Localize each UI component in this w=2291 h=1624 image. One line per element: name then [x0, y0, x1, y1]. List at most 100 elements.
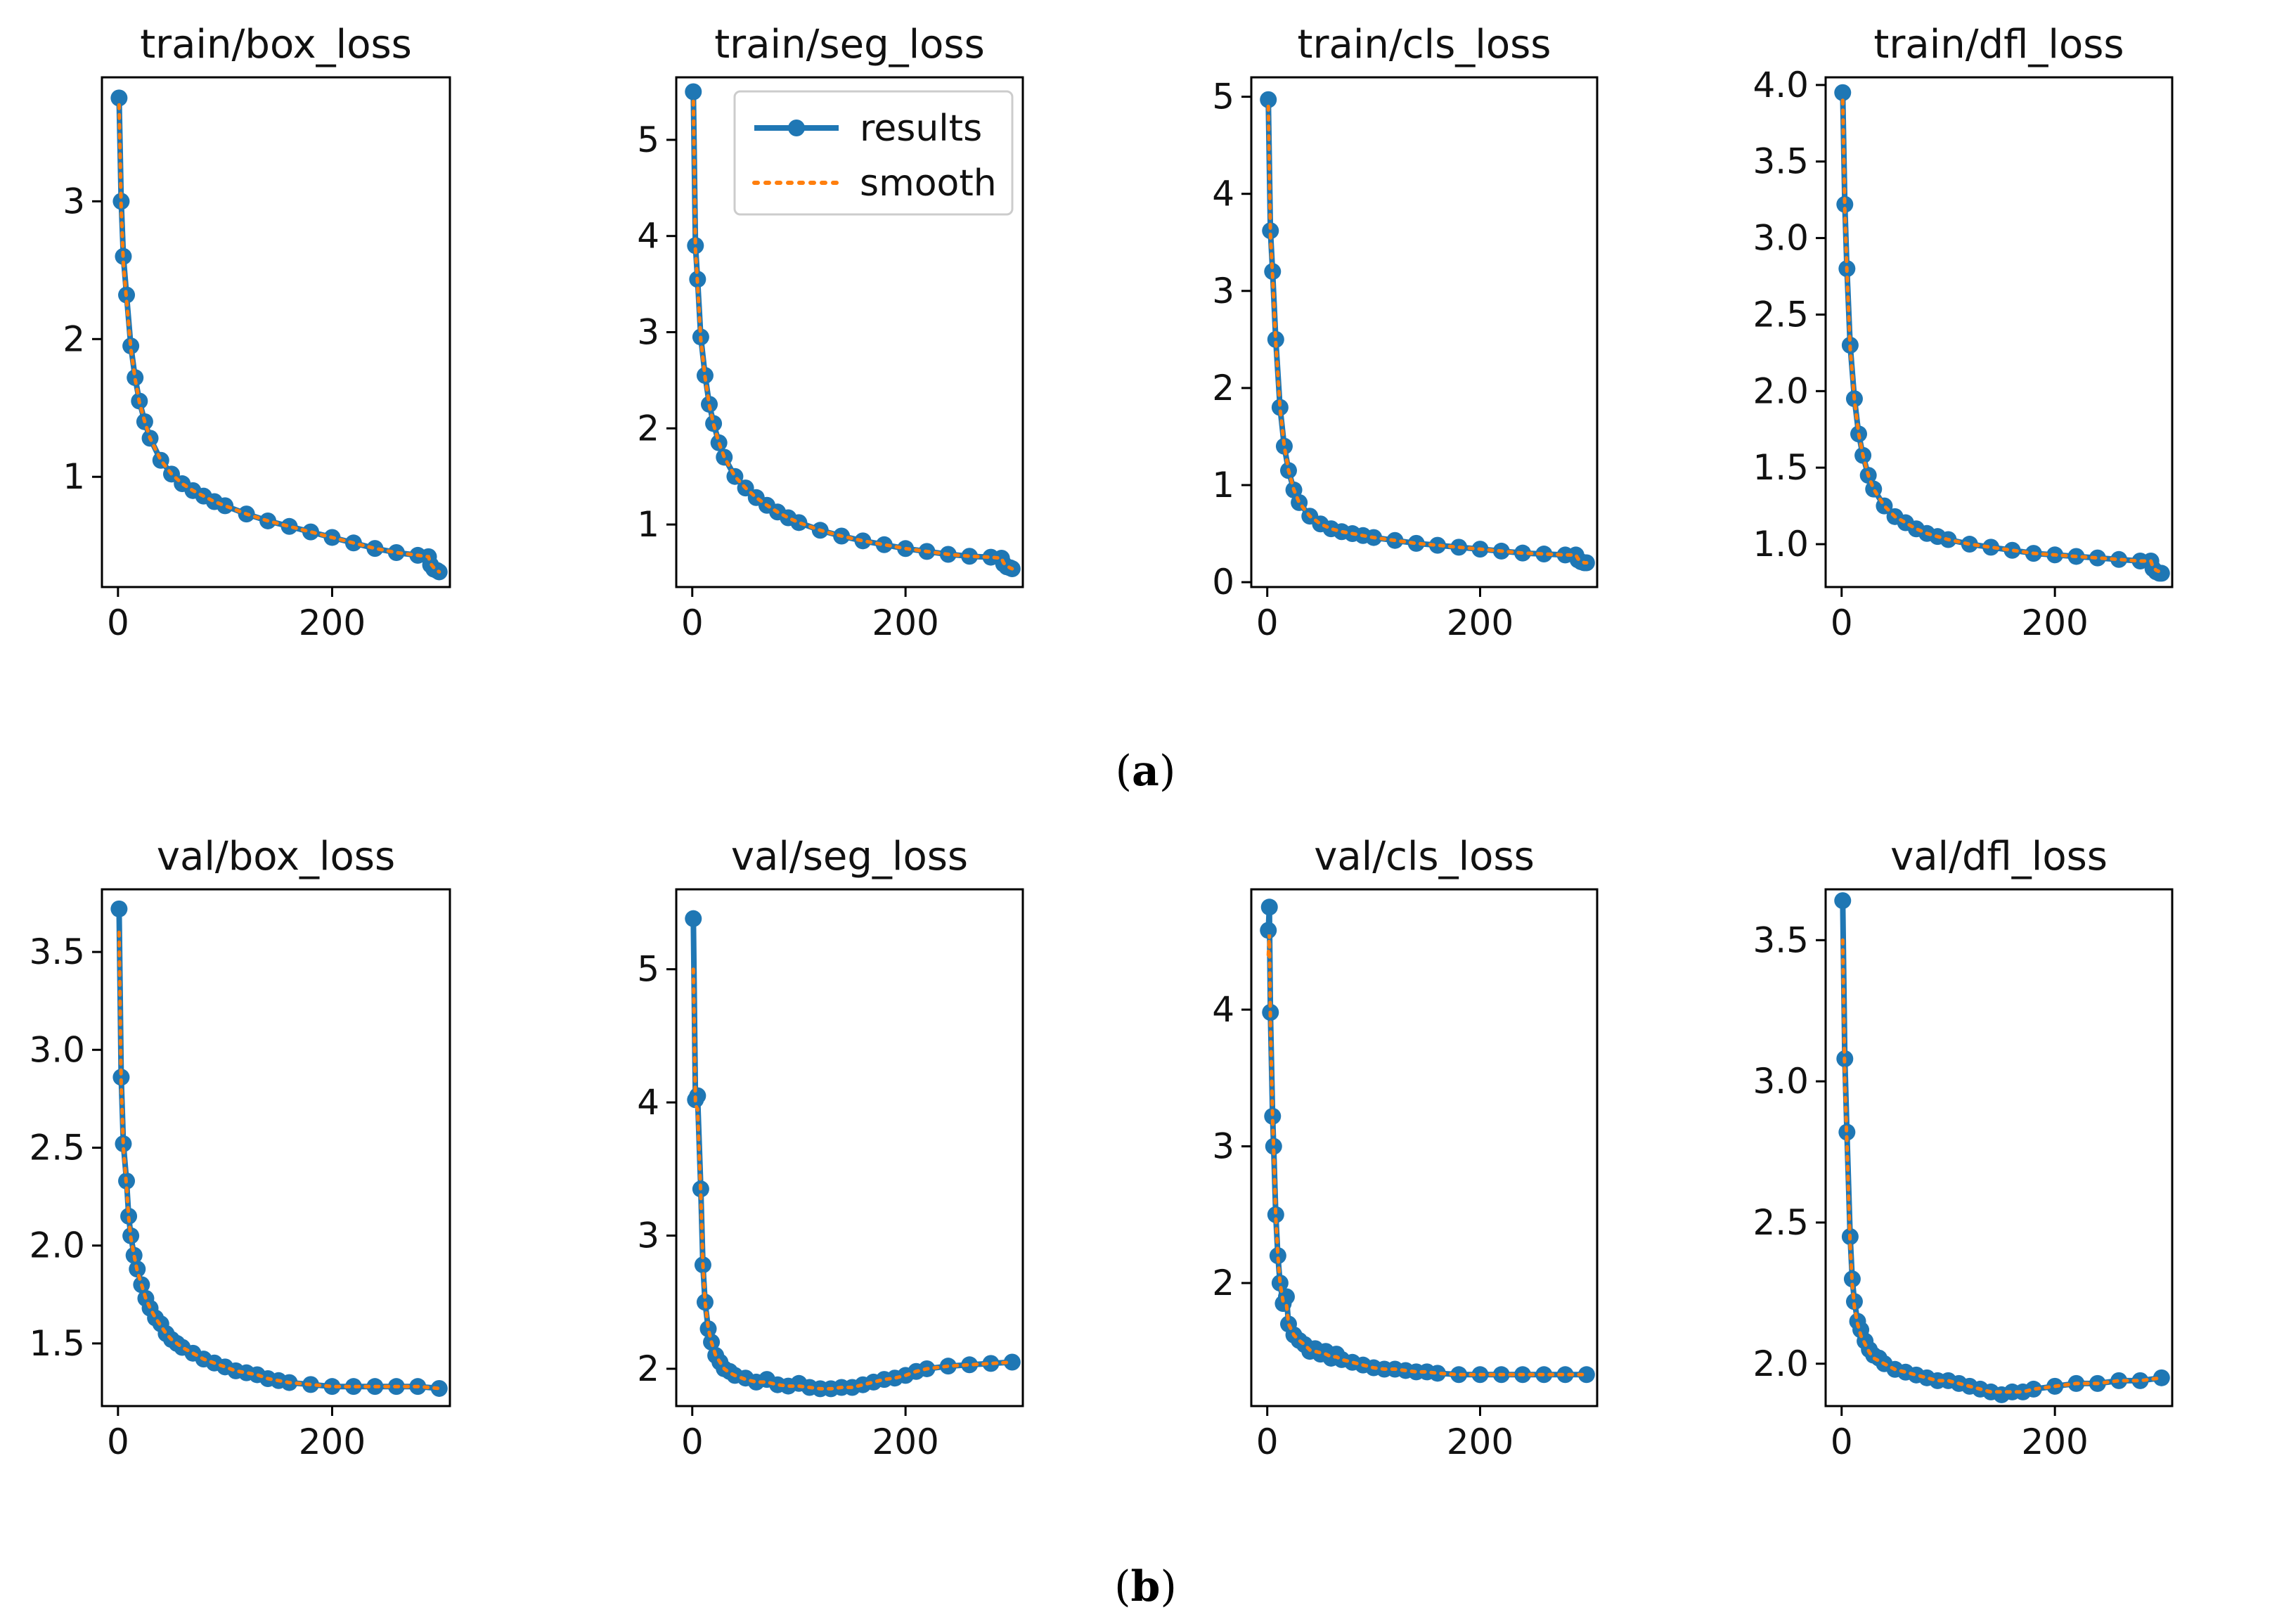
chart-val-seg-loss: val/seg_loss 2 3 4 5 0 200 [637, 834, 1024, 1462]
axes-frame [675, 888, 1024, 1407]
chart-title: train/cls_loss [1298, 22, 1551, 67]
point-results [217, 497, 234, 515]
y-tick-label: 5 [637, 120, 659, 160]
chart-train-cls-loss: train/cls_loss 0 1 2 3 4 5 0 200 [1212, 22, 1599, 643]
chart-train-dfl-loss: train/dfl_loss 1.0 1.5 2.0 2.5 3.0 3.5 4.0 0 200 [1753, 22, 2174, 643]
caption-a: (a) [1115, 747, 1176, 796]
legend-results-label: results [860, 108, 982, 150]
chart-title: val/cls_loss [1314, 834, 1535, 879]
axes-frame [675, 76, 1024, 588]
point-results [1271, 399, 1289, 416]
point-results [110, 900, 128, 917]
x-tick-label: 0 [107, 602, 129, 643]
point-results [112, 193, 130, 210]
plot-area [685, 83, 1021, 578]
series-line-results [116, 908, 440, 1391]
x-tick-label: 0 [681, 1422, 704, 1462]
point-results [323, 1378, 341, 1396]
series-line-smooth [1266, 104, 1589, 565]
point-results [982, 1355, 1000, 1372]
legend-smooth-label: smooth [860, 162, 997, 205]
point-results [1450, 1366, 1468, 1384]
chart-title: train/box_loss [140, 22, 412, 67]
y-tick-label: 3 [637, 312, 659, 353]
series-line-results [1265, 904, 1587, 1378]
y-tick-label: 2 [637, 1348, 659, 1389]
point-results [1260, 898, 1278, 916]
plot-area [110, 89, 448, 581]
chart-title: val/dfl_loss [1890, 834, 2108, 879]
y-tick-label: 2 [1212, 368, 1234, 408]
x-tick-label: 200 [872, 1422, 938, 1462]
series-line-smooth [691, 99, 1014, 571]
y-tick-label: 2 [637, 408, 659, 449]
point-results [1834, 892, 1852, 910]
point-results [280, 517, 298, 535]
axes-frame [101, 76, 451, 588]
y-tick-label: 4.0 [1753, 65, 1809, 105]
chart-train-seg-loss: train/seg_loss 1 2 3 4 5 0 200 results smooth [637, 22, 1024, 643]
series-line-results [116, 98, 441, 574]
chart-val-dfl-loss: val/dfl_loss 2.0 2.5 3.0 3.5 0 200 [1753, 834, 2174, 1462]
x-tick-label: 200 [299, 602, 366, 643]
y-tick-label: 3.5 [1753, 920, 1809, 960]
point-results [1428, 536, 1446, 554]
series-line-smooth [1840, 98, 2164, 575]
point-results [1834, 84, 1852, 101]
point-results [1267, 1206, 1284, 1223]
x-tick-label: 0 [1256, 602, 1279, 643]
chart-title: val/box_loss [157, 834, 395, 879]
x-tick-label: 0 [1256, 1422, 1279, 1462]
y-tick-label: 3.5 [29, 932, 85, 972]
y-tick-label: 1.5 [1753, 447, 1809, 488]
y-tick-label: 2.0 [1753, 370, 1809, 411]
legend-results-marker [788, 120, 805, 136]
y-tick-label: 3.5 [1753, 141, 1809, 182]
point-results [961, 1356, 979, 1374]
chart-title: train/dfl_loss [1873, 22, 2124, 67]
point-results [1407, 534, 1425, 552]
point-results [1577, 1366, 1595, 1384]
y-tick-label: 5 [1212, 77, 1234, 117]
series-line-results [1840, 901, 2162, 1398]
y-tick-label: 2.0 [1753, 1343, 1809, 1384]
plot-area [685, 910, 1021, 1398]
plot-area [1260, 91, 1595, 572]
axes-frame [1824, 888, 2174, 1407]
x-tick-label: 200 [299, 1422, 366, 1462]
point-results [1260, 922, 1277, 939]
x-tick-label: 200 [872, 602, 938, 643]
point-results [112, 1069, 130, 1086]
y-tick-label: 2.5 [1753, 1202, 1809, 1243]
y-tick-label: 2.5 [29, 1128, 85, 1168]
point-results [2153, 565, 2170, 582]
y-tick-label: 4 [637, 216, 659, 257]
y-tick-label: 5 [637, 949, 659, 990]
y-tick-label: 1.5 [29, 1323, 85, 1364]
y-tick-label: 2.0 [29, 1225, 85, 1266]
y-tick-label: 1.0 [1753, 524, 1809, 565]
point-results [1267, 330, 1284, 348]
point-results [1265, 1138, 1282, 1155]
x-tick-label: 200 [2021, 1422, 2088, 1462]
point-results [854, 532, 872, 550]
series-line-smooth [691, 967, 1014, 1391]
axes-frame [1824, 76, 2174, 588]
axes-frame [101, 888, 451, 1407]
point-results [344, 1378, 362, 1396]
y-tick-label: 3 [1212, 271, 1234, 311]
point-results [1535, 546, 1553, 563]
x-tick-label: 0 [1831, 1422, 1853, 1462]
y-tick-label: 3 [637, 1216, 659, 1256]
point-results [2025, 1380, 2042, 1398]
axes-frame [1250, 76, 1599, 588]
plot-area [1260, 898, 1595, 1384]
chart-train-box-loss: train/box_loss 1 2 3 0 200 [63, 22, 451, 643]
point-results [1264, 1107, 1282, 1125]
point-results [689, 1087, 706, 1104]
y-tick-label: 3 [63, 181, 85, 221]
y-tick-label: 4 [1212, 174, 1234, 214]
chart-title: train/seg_loss [714, 22, 985, 67]
legend: results smooth [733, 90, 1014, 216]
